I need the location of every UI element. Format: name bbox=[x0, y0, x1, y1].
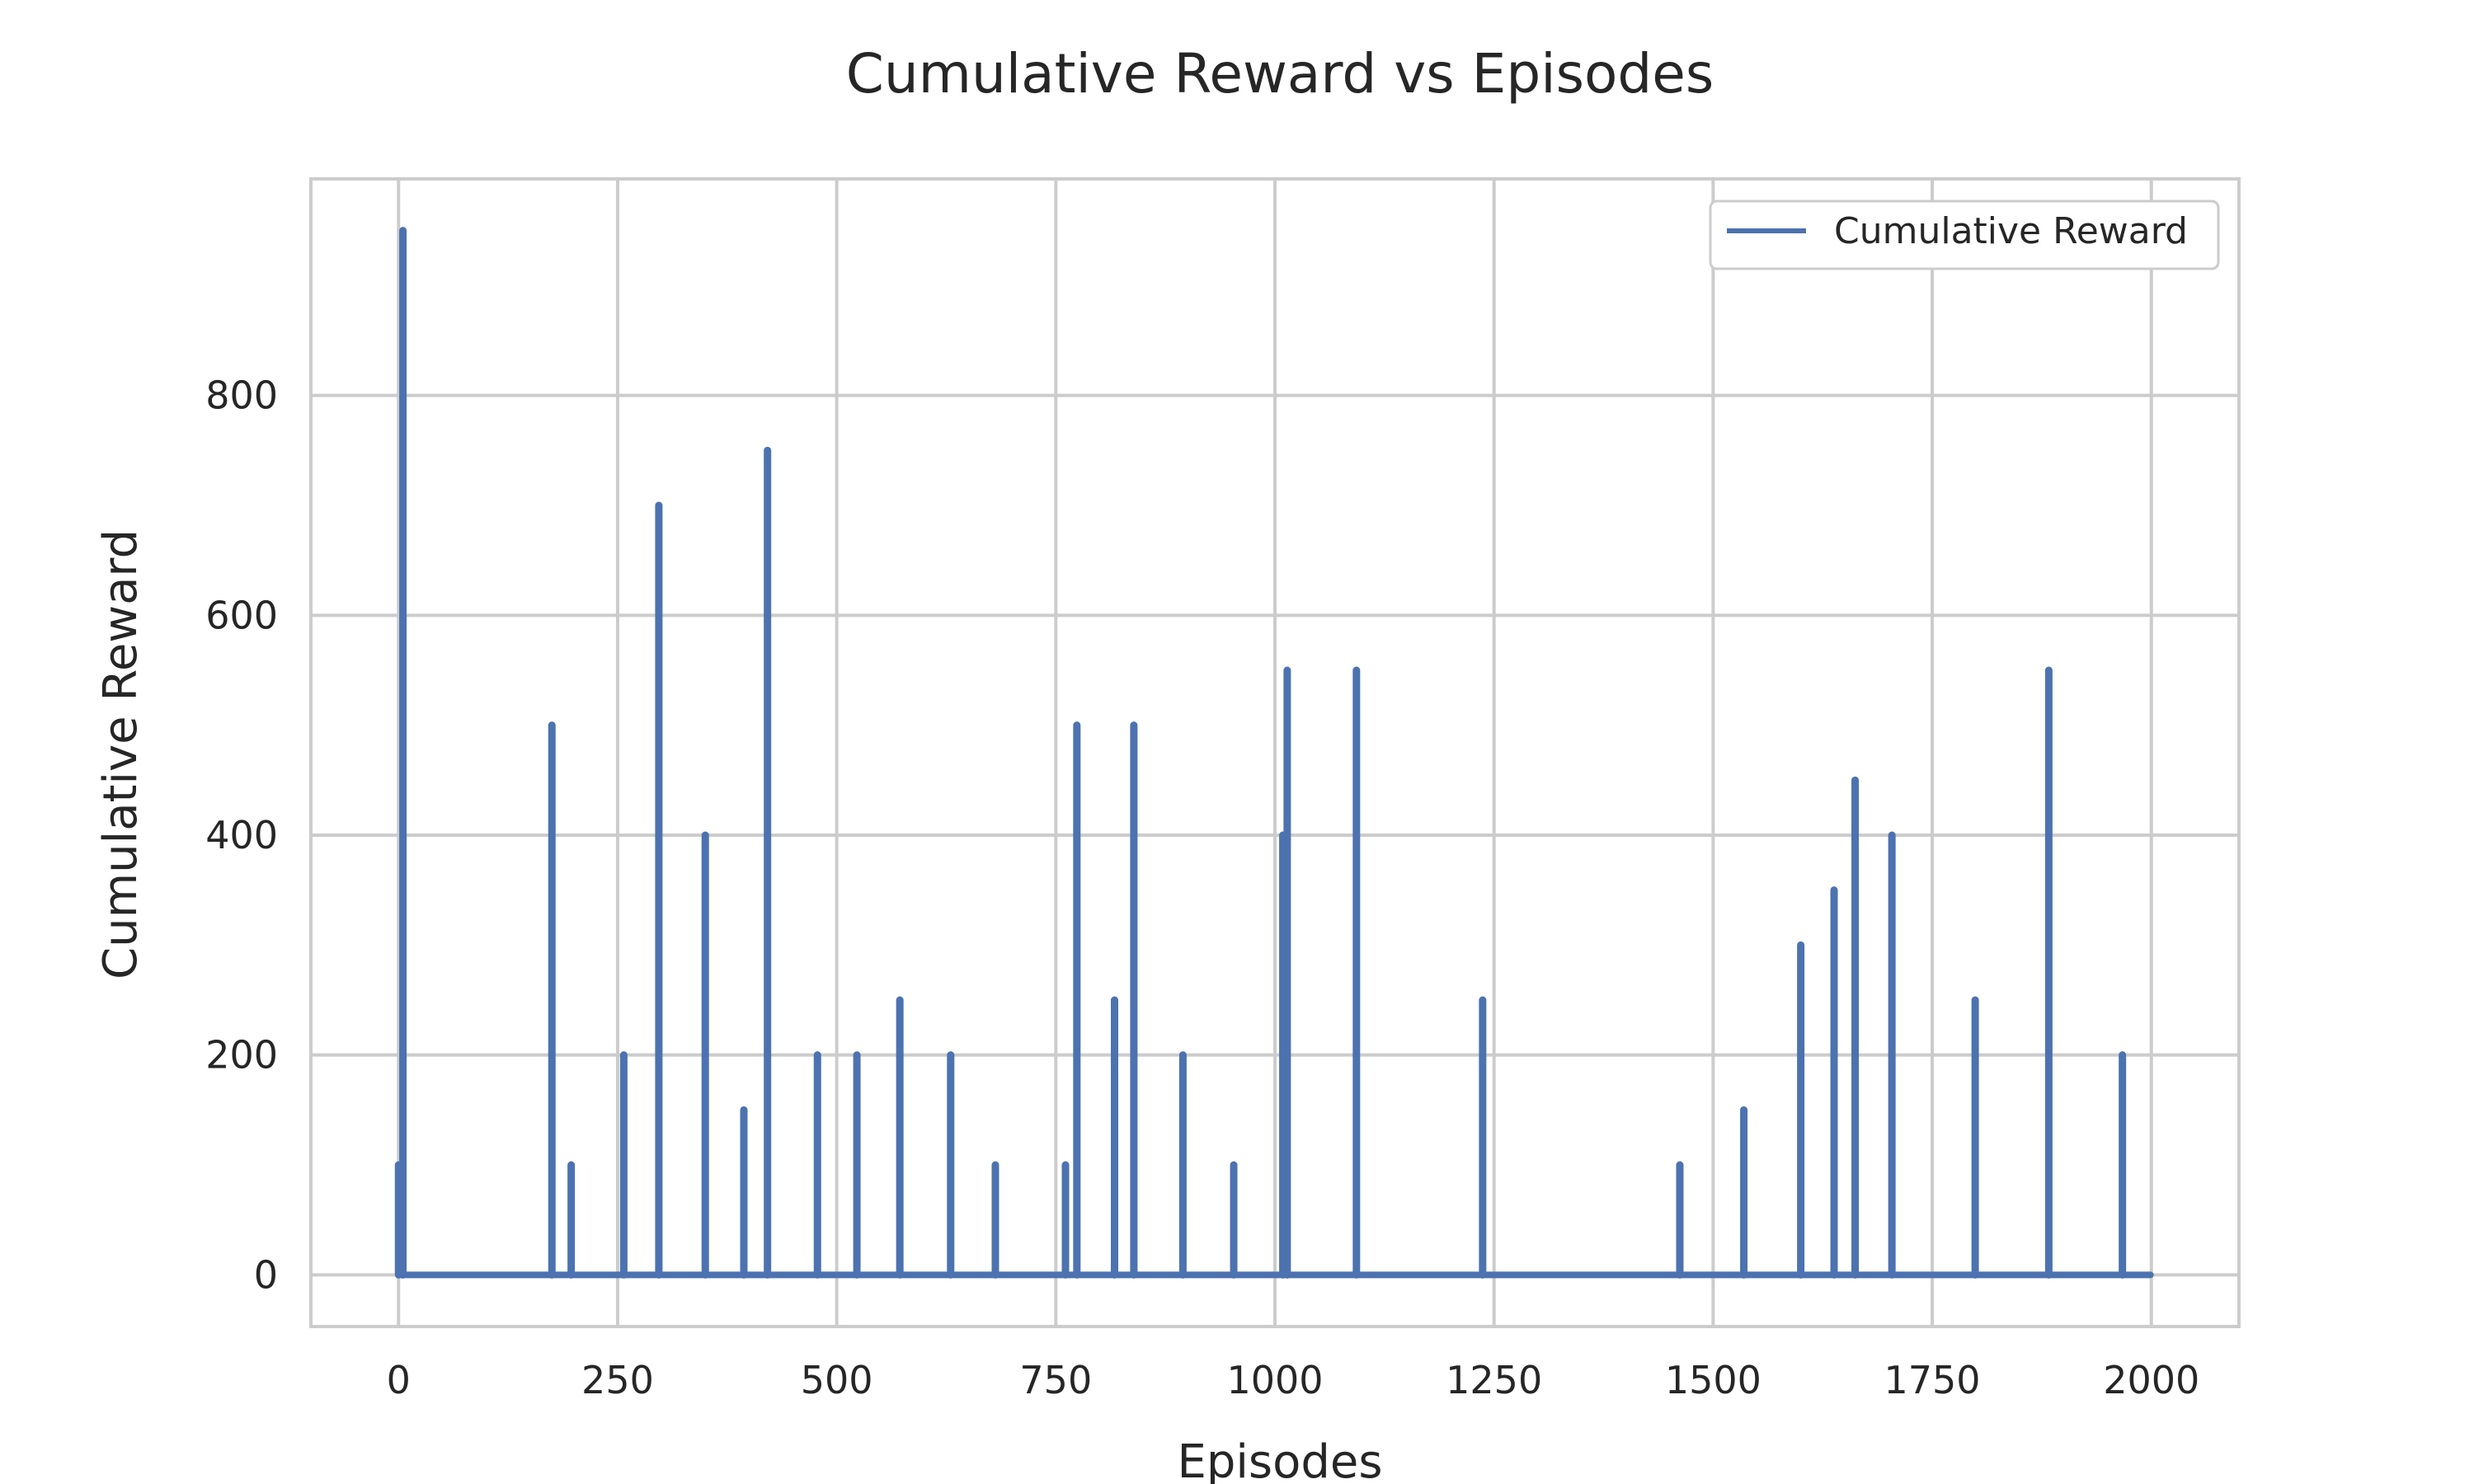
y-tick-label: 0 bbox=[254, 1252, 278, 1297]
x-tick-label: 250 bbox=[581, 1358, 654, 1402]
x-tick-label: 500 bbox=[801, 1358, 873, 1402]
y-tick-label: 200 bbox=[205, 1033, 278, 1078]
series-line bbox=[394, 227, 2154, 1279]
x-tick-label: 2000 bbox=[2103, 1358, 2199, 1402]
legend-box bbox=[1709, 200, 2220, 270]
gridlines bbox=[311, 179, 2239, 1327]
x-tick-label: 1000 bbox=[1226, 1358, 1323, 1402]
x-tick-label: 750 bbox=[1019, 1358, 1092, 1402]
tick-labels: 0 250 500 750 1000 1250 1500 1750 2000 0 200 400 600… bbox=[205, 373, 2199, 1402]
plot-frame bbox=[309, 177, 2241, 1328]
x-tick-label: 1750 bbox=[1884, 1358, 1981, 1402]
legend-label: Cumulative Reward bbox=[1834, 210, 2188, 252]
x-axis-title: Episodes bbox=[1177, 1435, 1382, 1484]
chart-title: Cumulative Reward vs Episodes bbox=[846, 42, 1714, 106]
y-tick-label: 600 bbox=[205, 593, 278, 637]
x-tick-label: 1500 bbox=[1665, 1358, 1761, 1402]
y-tick-label: 800 bbox=[205, 373, 278, 418]
y-tick-label: 400 bbox=[205, 813, 278, 857]
legend: Cumulative Reward bbox=[1709, 200, 2220, 270]
x-tick-label: 1250 bbox=[1446, 1358, 1542, 1402]
x-tick-label: 0 bbox=[387, 1358, 411, 1402]
y-axis-title: Cumulative Reward bbox=[94, 529, 148, 979]
